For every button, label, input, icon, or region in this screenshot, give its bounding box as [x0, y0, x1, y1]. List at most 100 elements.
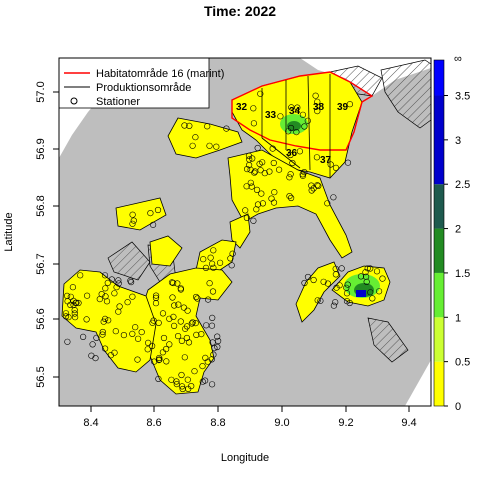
production-area-west — [107, 241, 151, 281]
station-marker — [209, 339, 216, 346]
station-marker — [250, 105, 257, 112]
station-marker — [314, 297, 321, 304]
legend-production-label: Produktionsområde — [96, 82, 191, 94]
station-marker — [171, 322, 178, 330]
station-marker — [178, 337, 185, 345]
station-marker — [128, 279, 135, 286]
station-marker — [192, 320, 199, 327]
colorbar-bin — [434, 317, 444, 362]
station-marker — [129, 220, 136, 227]
station-marker — [112, 328, 119, 335]
density-hotspot-north-core — [287, 121, 301, 131]
station-marker — [287, 151, 294, 159]
map-legend: Habitatområde 16 (marint) Produktionsomr… — [59, 58, 224, 109]
station-marker — [214, 333, 221, 340]
station-marker — [299, 111, 307, 118]
station-marker — [344, 159, 352, 166]
station-marker — [129, 211, 136, 218]
station-marker — [199, 363, 206, 370]
y-tick-label: 56.8 — [35, 195, 47, 216]
station-marker — [178, 371, 185, 379]
station-marker — [376, 288, 383, 295]
station-marker — [210, 247, 217, 254]
station-marker — [181, 122, 188, 129]
station-marker — [166, 341, 173, 348]
station-marker — [204, 358, 211, 365]
colorbar-top-label: ∞ — [454, 53, 462, 65]
station-marker — [363, 273, 370, 280]
station-marker — [182, 325, 189, 332]
station-marker — [296, 148, 304, 155]
station-marker — [191, 368, 198, 375]
colorbar-bin — [434, 272, 444, 318]
colorbar-bin — [434, 60, 444, 96]
station-marker — [183, 334, 190, 342]
station-marker — [71, 310, 78, 317]
station-marker — [69, 284, 76, 291]
station-marker — [129, 293, 136, 300]
station-marker — [83, 292, 91, 299]
station-marker — [184, 376, 191, 383]
x-tick-label: 8.4 — [83, 417, 98, 429]
station-marker — [189, 142, 196, 149]
y-axis-label: Latitude — [3, 212, 15, 251]
station-marker — [288, 194, 295, 202]
station-marker — [313, 154, 321, 161]
station-marker — [332, 299, 339, 306]
colorbar-tick-label: 3 — [455, 135, 461, 147]
station-marker — [244, 166, 251, 173]
station-marker — [184, 307, 191, 314]
station-marker — [63, 292, 71, 300]
station-marker — [304, 273, 312, 281]
station-marker — [179, 383, 186, 390]
station-marker — [310, 185, 317, 192]
station-marker — [293, 129, 300, 136]
station-marker — [175, 301, 182, 308]
station-marker — [160, 334, 168, 342]
station-marker — [100, 318, 107, 325]
station-marker — [247, 166, 254, 173]
station-marker — [64, 338, 71, 345]
station-marker — [324, 200, 331, 207]
station-marker — [163, 346, 170, 353]
station-marker — [155, 375, 162, 383]
station-marker — [308, 187, 315, 194]
station-marker — [343, 284, 350, 291]
station-marker — [205, 296, 212, 303]
area-label-32: 32 — [236, 102, 248, 113]
station-marker — [67, 293, 74, 300]
station-marker — [83, 316, 90, 323]
station-marker — [344, 281, 351, 288]
colorbar-bin — [434, 95, 444, 185]
station-marker — [314, 107, 321, 115]
area-label-38: 38 — [313, 102, 325, 113]
station-marker — [173, 381, 180, 388]
station-marker — [188, 383, 195, 390]
station-marker — [310, 276, 317, 284]
station-marker — [169, 294, 176, 301]
station-marker — [304, 117, 311, 124]
colorbar-tick-label: 0.5 — [455, 357, 470, 369]
station-marker — [104, 279, 111, 287]
station-marker — [209, 314, 216, 322]
station-marker — [277, 113, 284, 120]
station-marker — [270, 159, 277, 167]
station-marker — [301, 123, 308, 130]
station-marker — [242, 207, 249, 214]
station-marker — [102, 285, 109, 292]
station-marker — [258, 190, 265, 197]
production-area-southeast — [367, 317, 409, 363]
station-marker — [327, 161, 334, 168]
station-marker — [177, 318, 184, 325]
station-marker — [270, 199, 278, 206]
station-marker — [287, 171, 294, 178]
station-marker — [301, 279, 308, 287]
station-marker — [99, 328, 106, 336]
station-marker — [200, 256, 207, 263]
station-marker — [288, 104, 295, 111]
station-marker — [357, 273, 365, 280]
station-marker — [153, 292, 160, 299]
colorbar-tick-label: 2 — [455, 224, 461, 236]
density-hotspot-southeast-core — [356, 290, 366, 297]
